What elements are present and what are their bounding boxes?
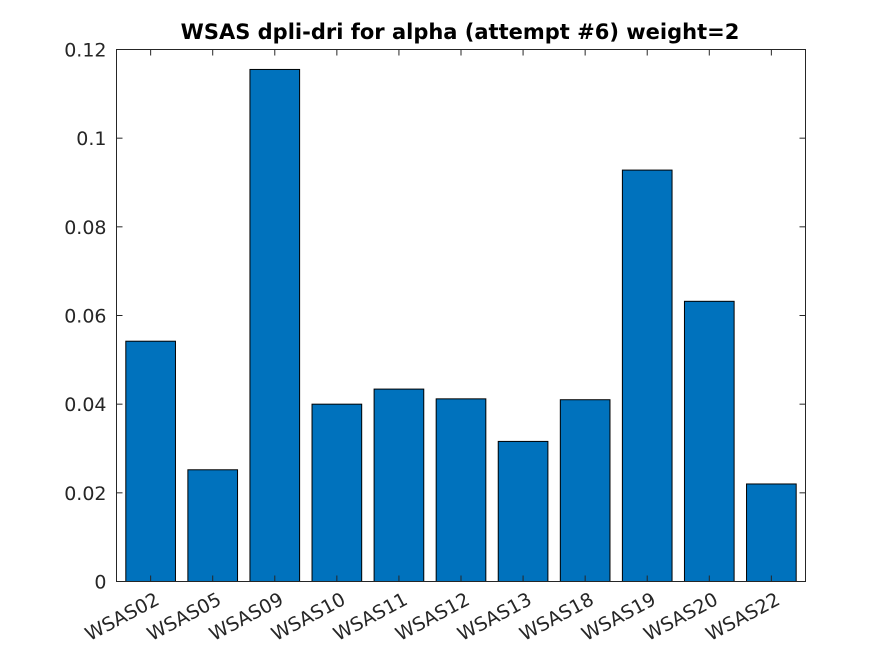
bar-wsas09 [249,68,301,582]
y-tick-label: 0.04 [64,394,106,416]
chart-title: WSAS dpli-dri for alpha (attempt #6) wei… [181,20,740,44]
bars-group [125,68,797,583]
bar-wsas02 [125,340,176,582]
bar-wsas20 [683,300,735,582]
bar-wsas18 [559,399,611,583]
y-tick-label: 0 [94,572,106,594]
bar-wsas12 [435,398,487,582]
bar-wsas05 [187,469,239,582]
y-tick-label: 0.1 [76,128,106,150]
y-tick-label: 0.02 [64,483,106,505]
bar-wsas11 [373,388,425,582]
y-tick-label: 0.08 [64,217,106,239]
y-tick-label: 0.12 [64,40,106,62]
axes-box [116,49,806,582]
y-tick-label: 0.06 [64,306,106,328]
bar-wsas22 [746,483,797,582]
bar-wsas10 [311,403,363,583]
bar-wsas13 [497,440,549,582]
y-axis-ticks: 0 0.02 0.04 0.06 0.08 0.1 0.12 [64,40,806,594]
bar-wsas19 [621,169,673,582]
